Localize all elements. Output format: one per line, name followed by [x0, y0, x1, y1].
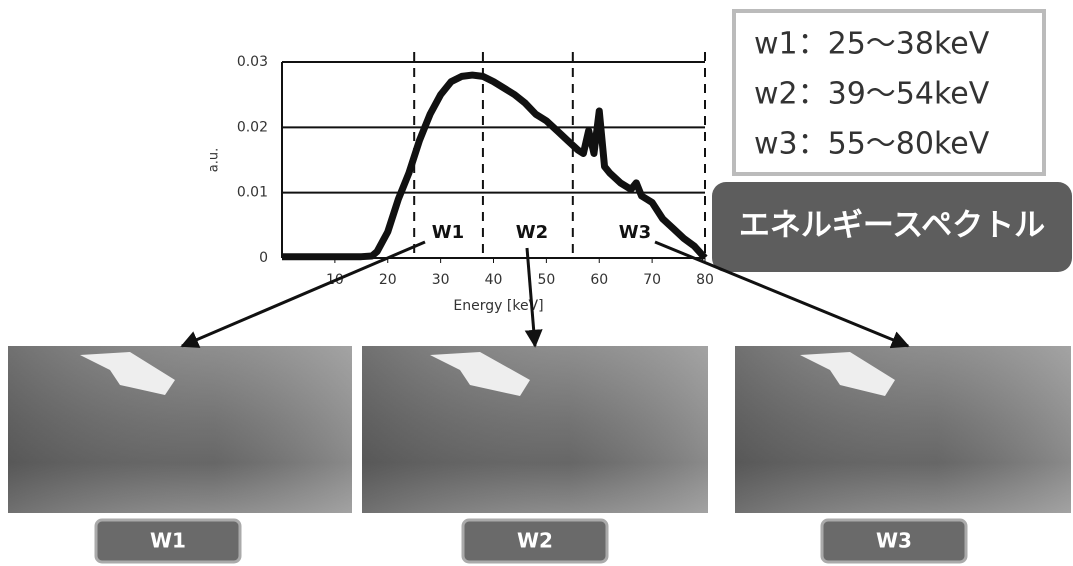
- y-tick-label: 0: [259, 250, 268, 266]
- legend-line: w1：25〜38keV: [754, 27, 990, 62]
- callout-text: エネルギースペクトル: [739, 208, 1045, 244]
- window-label: W1: [432, 222, 464, 243]
- arrow: [527, 248, 535, 346]
- x-tick-label: 20: [379, 272, 397, 288]
- image-label: W2: [517, 529, 553, 553]
- figure: W1W2W3 エネルギースペクトル 00.010.020.03102030405…: [0, 0, 1073, 566]
- x-tick-label: 40: [485, 272, 503, 288]
- x-tick-label: 70: [643, 272, 661, 288]
- x-tick-label: 60: [590, 272, 608, 288]
- legend-line: w3：55〜80keV: [754, 127, 990, 162]
- x-tick-label: 80: [696, 272, 714, 288]
- y-tick-label: 0.03: [237, 54, 268, 70]
- chart: W1W2W3 エネルギースペクトル 00.010.020.03102030405…: [0, 0, 1073, 566]
- y-axis-label: a.u.: [207, 148, 222, 172]
- x-tick-label: 50: [537, 272, 555, 288]
- y-tick-label: 0.02: [237, 119, 268, 135]
- y-tick-label: 0.01: [237, 185, 268, 201]
- window-label: W3: [619, 222, 651, 243]
- x-tick-label: 30: [432, 272, 450, 288]
- xray-image: [362, 346, 708, 513]
- image-label: W1: [150, 529, 186, 553]
- xray-image: [8, 346, 352, 513]
- xray-image: [735, 346, 1071, 513]
- window-label: W2: [516, 222, 548, 243]
- legend-line: w2：39〜54keV: [754, 77, 990, 112]
- xray-images: [8, 346, 1071, 513]
- image-label: W3: [876, 529, 912, 553]
